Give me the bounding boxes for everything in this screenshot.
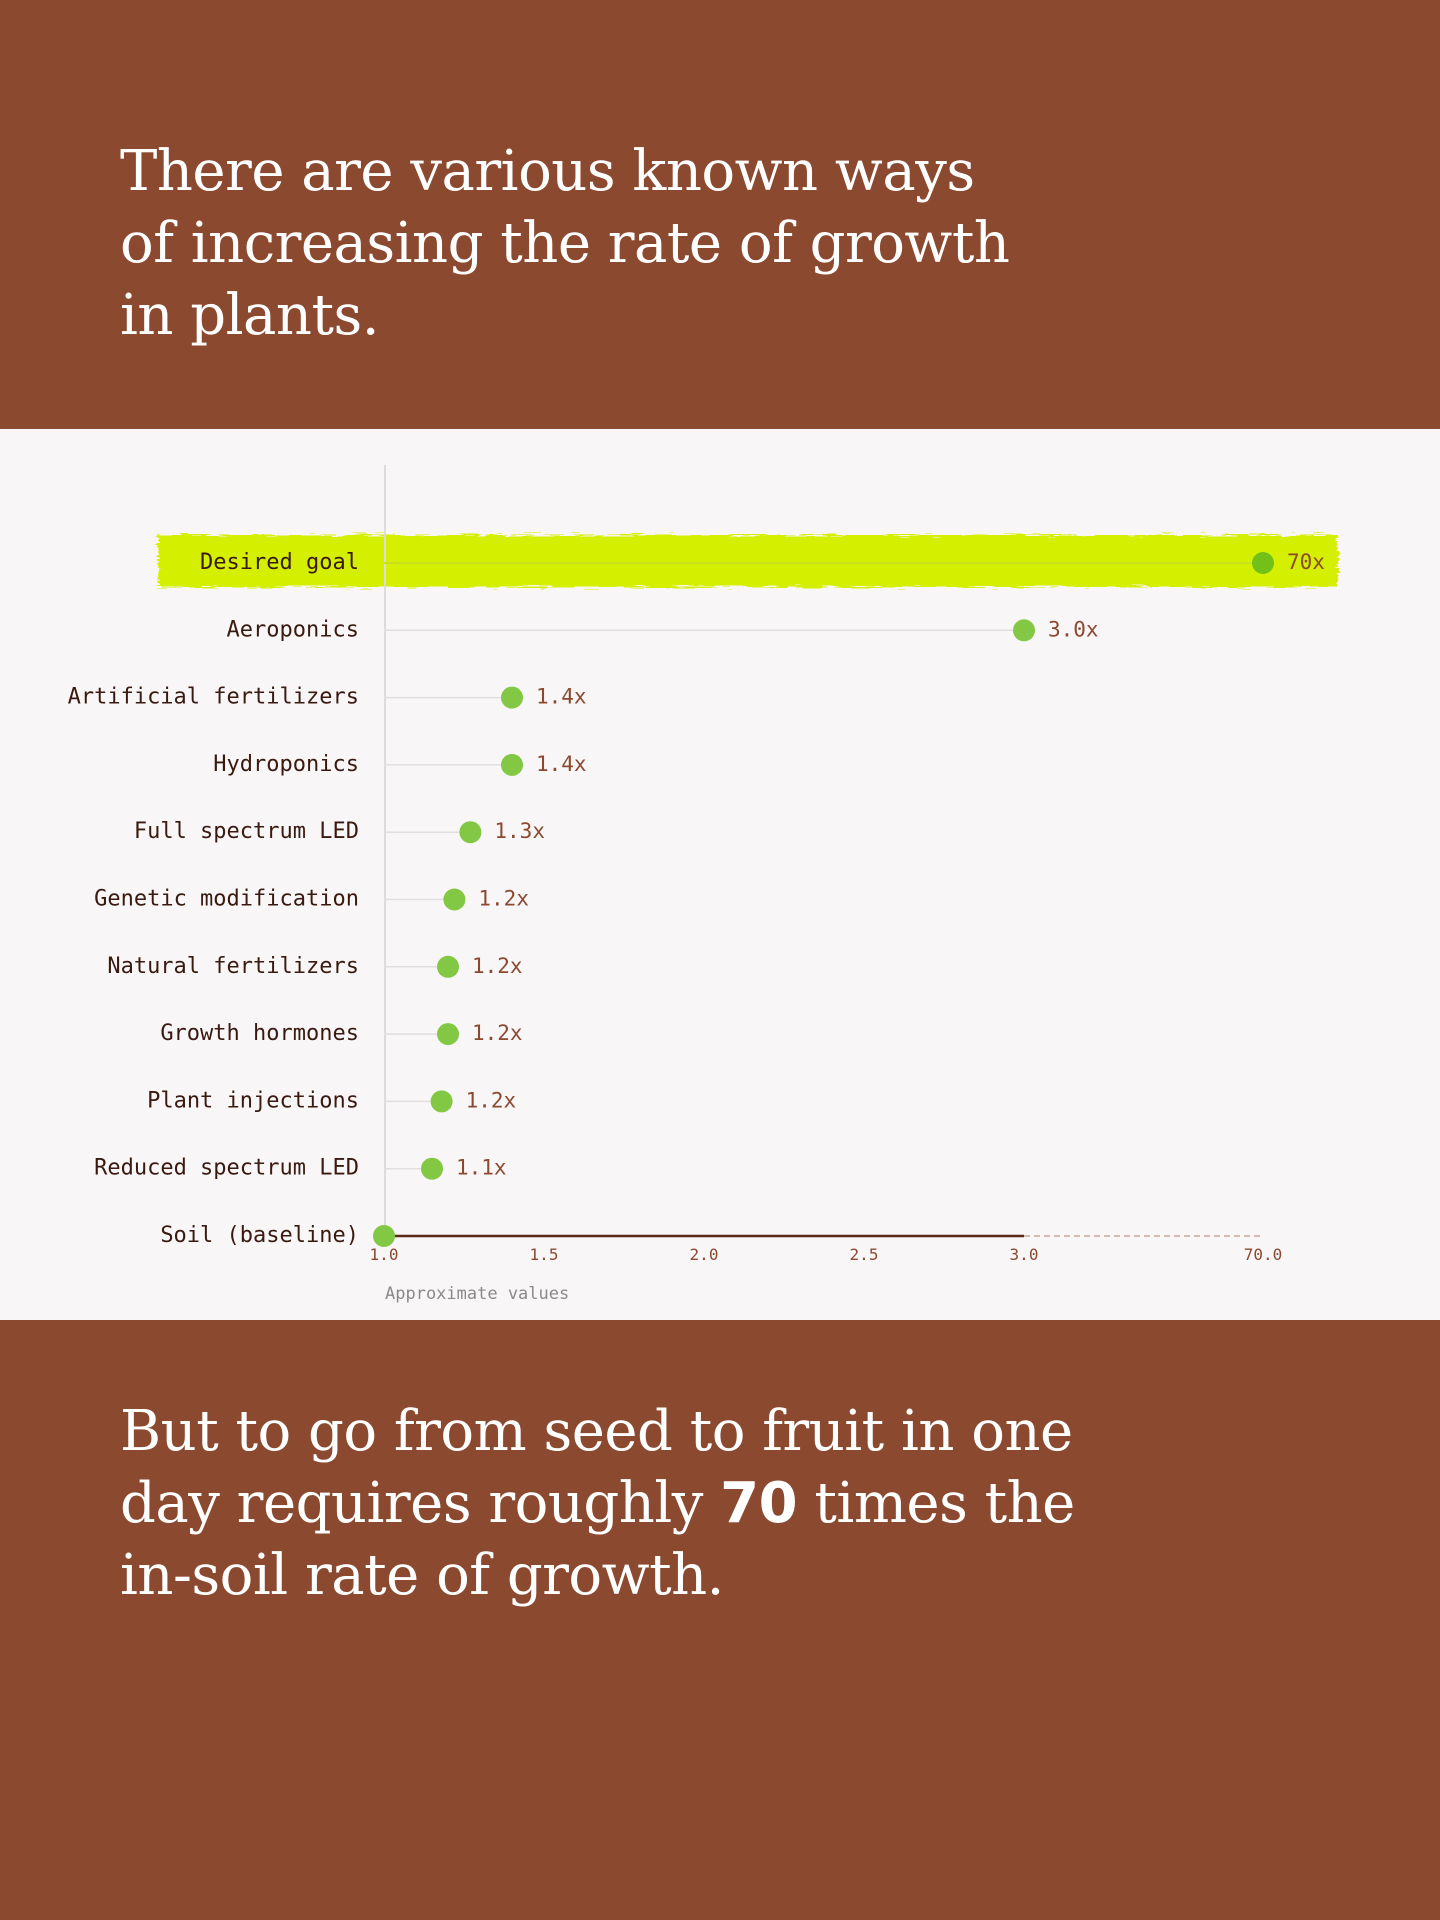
category-label: Hydroponics [213, 752, 359, 777]
outro-section: But to go from seed to fruit in one day … [0, 1320, 1440, 1920]
data-point [501, 686, 523, 709]
category-label: Plant injections [147, 1088, 359, 1113]
value-label: 3.0x [1048, 617, 1099, 641]
chart-panel: Desired goal 70x Aeroponics 3.0x Artificial … [0, 429, 1440, 1320]
intro-section: There are various known ways of increasi… [0, 0, 1440, 429]
outro-number: 70 [720, 1471, 798, 1536]
chart-row: Desired goal 70x [200, 550, 1325, 575]
chart-row: Plant injections 1.2x [147, 1088, 516, 1113]
data-point [459, 821, 482, 844]
data-point [430, 1090, 453, 1113]
category-label: Growth hormones [160, 1021, 359, 1046]
category-label: Reduced spectrum LED [94, 1156, 359, 1181]
chart-row: Reduced spectrum LED 1.1x [94, 1156, 506, 1181]
value-label: 1.1x [456, 1156, 507, 1180]
data-point [373, 1225, 395, 1247]
outro-text-after: times the in-soil rate of growth. [120, 1471, 1075, 1608]
chart-row: Full spectrum LED 1.3x [134, 819, 545, 844]
value-label: 1.3x [494, 819, 545, 843]
x-tick-label: 2.5 [850, 1245, 879, 1264]
category-label: Desired goal [200, 550, 359, 575]
x-tick-label: 2.0 [690, 1245, 719, 1264]
data-point [1252, 552, 1274, 574]
value-label: 1.4x [536, 685, 587, 709]
outro-text-before: But to go from seed to fruit in one day … [120, 1399, 1073, 1536]
data-point [501, 753, 523, 776]
category-label: Aeroponics [227, 617, 359, 642]
chart-row: Artificial fertilizers 1.4x [68, 685, 587, 710]
chart-row: Genetic modification 1.2x [94, 887, 529, 912]
chart-row: Hydroponics 1.4x [213, 752, 586, 777]
data-point [421, 1157, 443, 1180]
x-tick-label: 70.0 [1244, 1245, 1283, 1264]
axis-note: Approximate values [385, 1284, 569, 1304]
data-point [1013, 619, 1035, 642]
data-point [437, 1023, 459, 1046]
value-label: 1.2x [466, 1088, 517, 1112]
category-label: Genetic modification [94, 887, 359, 912]
category-label: Artificial fertilizers [68, 685, 359, 710]
chart-row: Soil (baseline) [160, 1223, 395, 1248]
value-label: 70x [1287, 550, 1325, 574]
intro-text: There are various known ways of increasi… [120, 139, 1010, 348]
data-point [437, 955, 459, 978]
x-tick-label: 1.0 [370, 1245, 399, 1264]
category-label: Full spectrum LED [134, 819, 359, 844]
data-point [443, 888, 466, 911]
growth-rate-chart: Desired goal 70x Aeroponics 3.0x Artificial … [68, 465, 1338, 1304]
x-tick-label: 1.5 [530, 1245, 559, 1264]
goal-highlight-brush [158, 535, 1338, 587]
value-label: 1.2x [472, 1021, 523, 1045]
category-label: Soil (baseline) [160, 1223, 359, 1248]
chart-row: Growth hormones 1.2x [160, 1021, 522, 1046]
value-label: 1.2x [472, 954, 523, 978]
category-label: Natural fertilizers [107, 954, 359, 979]
chart-row: Natural fertilizers 1.2x [107, 954, 522, 979]
value-label: 1.4x [536, 752, 587, 776]
value-label: 1.2x [478, 887, 529, 911]
outro-text: But to go from seed to fruit in one day … [120, 1396, 1120, 1612]
chart-row: Aeroponics 3.0x [227, 617, 1099, 642]
x-tick-label: 3.0 [1010, 1245, 1039, 1264]
